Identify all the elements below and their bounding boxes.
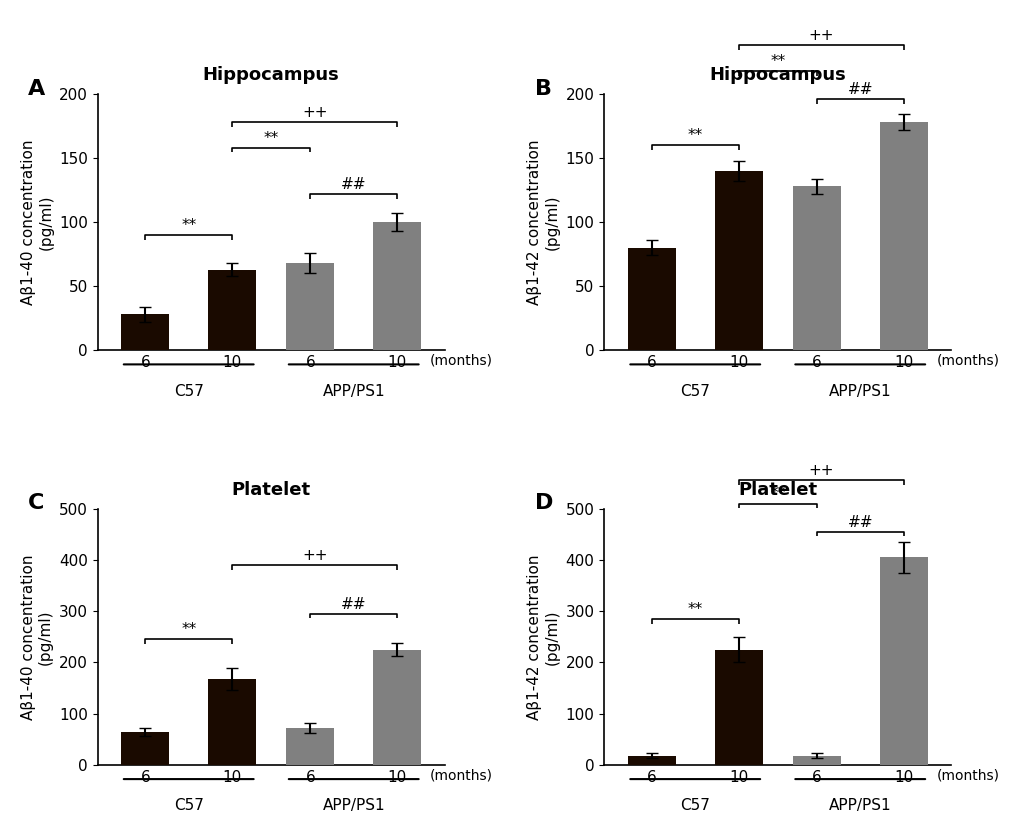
Bar <box>286 728 334 765</box>
Text: ++: ++ <box>808 29 834 44</box>
Bar <box>879 122 926 351</box>
Bar <box>121 732 169 765</box>
Text: ##: ## <box>340 177 366 192</box>
Text: ++: ++ <box>302 105 327 120</box>
Bar <box>792 756 840 765</box>
Text: APP/PS1: APP/PS1 <box>828 383 891 399</box>
Text: **: ** <box>687 128 702 143</box>
Text: (months): (months) <box>935 353 999 367</box>
Bar <box>373 649 421 765</box>
Text: **: ** <box>181 218 196 233</box>
Bar <box>286 263 334 351</box>
Text: ##: ## <box>847 514 872 529</box>
Text: C57: C57 <box>680 799 709 813</box>
Text: C57: C57 <box>173 799 204 813</box>
Text: **: ** <box>769 54 785 69</box>
Text: A: A <box>28 79 45 99</box>
Bar <box>792 186 840 351</box>
Bar <box>714 171 762 351</box>
Title: Platelet: Platelet <box>738 481 816 499</box>
Text: (months): (months) <box>935 769 999 782</box>
Bar <box>121 315 169 351</box>
Title: Hippocampus: Hippocampus <box>203 66 339 84</box>
Text: **: ** <box>263 131 278 146</box>
Text: ##: ## <box>340 597 366 612</box>
Text: (months): (months) <box>430 353 492 367</box>
Text: **: ** <box>181 623 196 638</box>
Text: **: ** <box>687 602 702 617</box>
Bar <box>628 248 675 351</box>
Title: Hippocampus: Hippocampus <box>708 66 846 84</box>
Text: C: C <box>28 493 45 513</box>
Text: B: B <box>534 79 551 99</box>
Text: ##: ## <box>847 82 872 97</box>
Title: Platelet: Platelet <box>231 481 311 499</box>
Y-axis label: Aβ1-42 concentration
(pg/ml): Aβ1-42 concentration (pg/ml) <box>527 554 559 720</box>
Text: C57: C57 <box>173 383 204 399</box>
Y-axis label: Aβ1-40 concentration
(pg/ml): Aβ1-40 concentration (pg/ml) <box>20 554 53 720</box>
Text: ++: ++ <box>808 463 834 478</box>
Y-axis label: Aβ1-40 concentration
(pg/ml): Aβ1-40 concentration (pg/ml) <box>21 139 53 305</box>
Text: (months): (months) <box>430 769 492 782</box>
Bar <box>879 557 926 765</box>
Text: APP/PS1: APP/PS1 <box>322 799 384 813</box>
Bar <box>373 222 421 351</box>
Text: ++: ++ <box>302 548 327 563</box>
Text: APP/PS1: APP/PS1 <box>322 383 384 399</box>
Bar <box>628 756 675 765</box>
Text: **: ** <box>769 487 785 502</box>
Y-axis label: Aβ1-42 concentration
(pg/ml): Aβ1-42 concentration (pg/ml) <box>527 139 559 305</box>
Bar <box>714 649 762 765</box>
Bar <box>208 269 256 351</box>
Text: C57: C57 <box>680 383 709 399</box>
Bar <box>208 679 256 765</box>
Text: D: D <box>534 493 552 513</box>
Text: APP/PS1: APP/PS1 <box>828 799 891 813</box>
